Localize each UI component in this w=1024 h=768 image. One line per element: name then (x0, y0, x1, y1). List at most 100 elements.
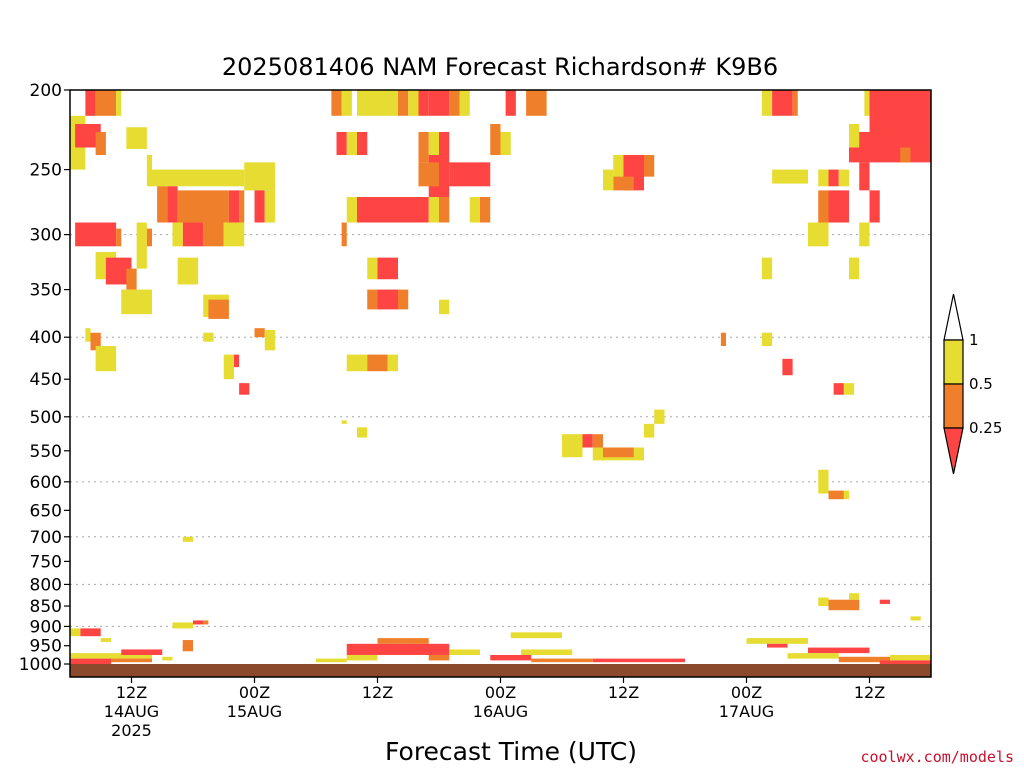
ri-cell (761, 257, 773, 280)
y-tick-label: 900 (30, 617, 62, 637)
ri-cell (126, 127, 147, 150)
legend-swatch-below-0.25 (943, 427, 964, 475)
chart-title: 2025081406 NAM Forecast Richardson# K9B6 (222, 53, 778, 81)
ri-cell (116, 228, 122, 247)
ri-cell (592, 434, 603, 448)
ri-cell (116, 90, 122, 116)
ri-cell (818, 190, 829, 223)
ri-cell (408, 90, 419, 116)
x-tick-label: 12Z (608, 683, 639, 702)
ri-cell (70, 628, 81, 637)
ri-cell (879, 599, 890, 604)
legend-label: 0.25 (969, 419, 1002, 437)
ri-cell (341, 420, 347, 424)
ri-cell (336, 132, 347, 156)
ri-cell (90, 332, 101, 351)
ri-cell (439, 197, 450, 223)
ri-cell (792, 90, 798, 116)
x-tick-label: 12Z (116, 683, 147, 702)
legend-label: 1 (969, 331, 979, 349)
ri-cell (869, 190, 880, 223)
y-tick-label: 650 (30, 501, 62, 521)
ri-cell (121, 289, 152, 315)
ri-cell (182, 645, 193, 652)
ri-cell (111, 658, 152, 663)
ri-cell (100, 638, 111, 642)
ri-cell (331, 90, 342, 116)
ri-cell (95, 346, 117, 372)
ri-cell (449, 649, 480, 655)
ri-cell (449, 90, 460, 116)
ri-cell (879, 660, 931, 664)
ri-cell (613, 176, 634, 191)
y-tick-label: 1000 (19, 655, 62, 675)
ri-cell (480, 197, 491, 223)
ri-cell (146, 169, 245, 187)
y-tick-label: 950 (30, 637, 62, 657)
ri-cell (264, 190, 275, 223)
ri-cell (890, 654, 931, 661)
legend-swatch-0.5-1 (943, 339, 964, 385)
ri-cell (357, 132, 368, 156)
ri-cell (838, 169, 849, 187)
ri-cell (398, 90, 409, 116)
ri-cell (603, 169, 614, 191)
ri-cell (644, 423, 655, 438)
ri-cell (490, 123, 501, 156)
ri-cell (864, 90, 870, 116)
ri-cell (367, 289, 378, 310)
y-tick-label: 250 (30, 161, 62, 181)
ri-cell (346, 354, 368, 372)
ri-cell (849, 123, 860, 148)
y-tick-label: 850 (30, 597, 62, 617)
ri-cell (162, 656, 173, 661)
ri-cell (193, 620, 204, 625)
ri-cell (613, 155, 624, 184)
y-tick-label: 800 (30, 575, 62, 595)
legend-swatch-0.25-0.5 (943, 383, 964, 429)
ri-cell (203, 222, 224, 247)
y-tick-label: 500 (30, 408, 62, 428)
ground-strip (70, 664, 931, 677)
y-tick-label: 600 (30, 473, 62, 493)
ri-cell (316, 658, 347, 663)
ri-cell (767, 643, 788, 648)
x-tick-label: 00Z (731, 683, 762, 702)
ri-cell (387, 354, 398, 372)
ri-cell (377, 638, 429, 644)
ri-cell (377, 257, 398, 280)
ri-cell (439, 299, 450, 315)
x-tick-label: 15AUG (227, 702, 282, 721)
y-tick-label: 450 (30, 370, 62, 390)
ri-cell (357, 90, 398, 116)
ri-cell (95, 132, 106, 156)
ri-cell (177, 190, 229, 223)
ri-cell (526, 90, 547, 116)
ri-cell (808, 222, 829, 247)
ri-cell (182, 640, 193, 650)
ri-cell (264, 330, 275, 351)
ri-cell (357, 427, 368, 438)
ri-cell (439, 132, 450, 156)
ri-cell (239, 190, 245, 223)
richardson-cells (70, 90, 931, 664)
ri-cell (254, 328, 265, 338)
ri-cell (234, 354, 240, 368)
ri-cell (398, 289, 409, 310)
ri-cell (146, 228, 152, 247)
ri-cell (828, 599, 860, 611)
ri-cell (900, 147, 911, 163)
ri-cell (582, 434, 593, 448)
ri-cell (367, 257, 378, 280)
ri-cell (818, 169, 829, 187)
ri-cell (521, 649, 573, 655)
ri-cell (203, 620, 209, 625)
ri-cell (828, 169, 839, 187)
y-tick-label: 350 (30, 281, 62, 301)
ri-cell (428, 197, 439, 223)
ri-cell (157, 186, 168, 223)
ri-cell (95, 90, 117, 116)
ri-cell (505, 90, 516, 116)
ri-cell (208, 299, 229, 319)
ri-cell (146, 155, 152, 170)
